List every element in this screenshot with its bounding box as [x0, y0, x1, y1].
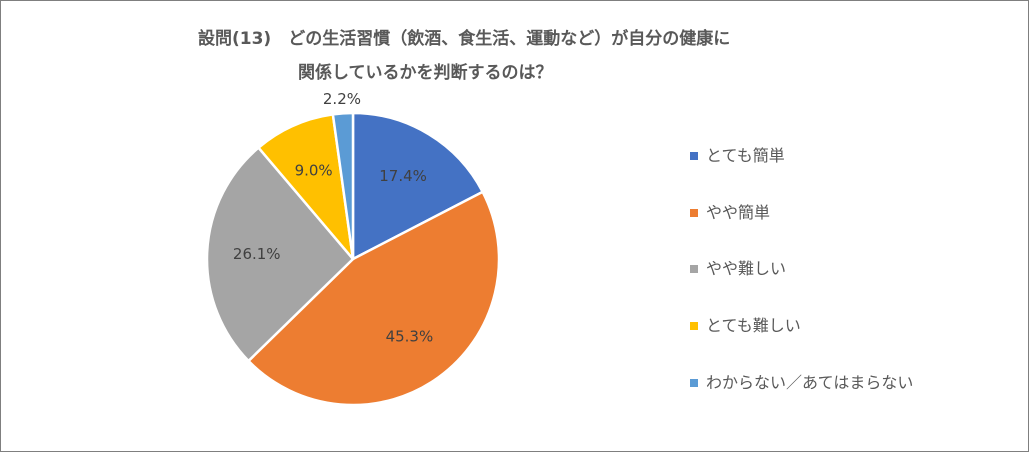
- legend-swatch: [690, 151, 698, 160]
- legend-label: やや簡単: [706, 203, 771, 222]
- legend-label: とても簡単: [706, 146, 785, 165]
- chart-title-line2: 関係しているかを判断するのは？: [298, 63, 553, 83]
- legend-label: やや難しい: [706, 259, 787, 278]
- data-label: 26.1%: [233, 245, 281, 263]
- data-label: 45.3%: [386, 328, 434, 346]
- legend-item: やや難しい: [690, 259, 786, 279]
- data-label: 2.2%: [323, 90, 361, 108]
- pie-data-labels: 17.4% 45.3% 26.1% 9.0% 2.2%: [233, 90, 433, 346]
- pie-slice: [205, 146, 355, 363]
- legend-swatch: [690, 321, 698, 330]
- legend-label: わからない／あてはまらない: [706, 373, 914, 392]
- data-label: 9.0%: [295, 162, 333, 180]
- legend-item: とても難しい: [690, 316, 801, 336]
- legend-swatch: [690, 208, 698, 217]
- data-label: 17.4%: [379, 167, 427, 185]
- pie-slice: [257, 113, 355, 261]
- legend-item: とても簡単: [690, 146, 785, 166]
- pie-slice: [331, 111, 355, 261]
- chart-title-line1: 設問(13) どの生活習慣（飲酒、食生活、運動など）が自分の健康に: [198, 29, 731, 49]
- pie-slices: [205, 111, 501, 407]
- legend-item: わからない／あてはまらない: [690, 373, 913, 393]
- legend-label: とても難しい: [706, 316, 801, 335]
- pie-slice: [351, 111, 484, 261]
- pie-slice: [247, 190, 501, 407]
- legend-item: やや簡単: [690, 203, 770, 223]
- legend-swatch: [690, 378, 698, 387]
- legend-swatch: [690, 264, 698, 273]
